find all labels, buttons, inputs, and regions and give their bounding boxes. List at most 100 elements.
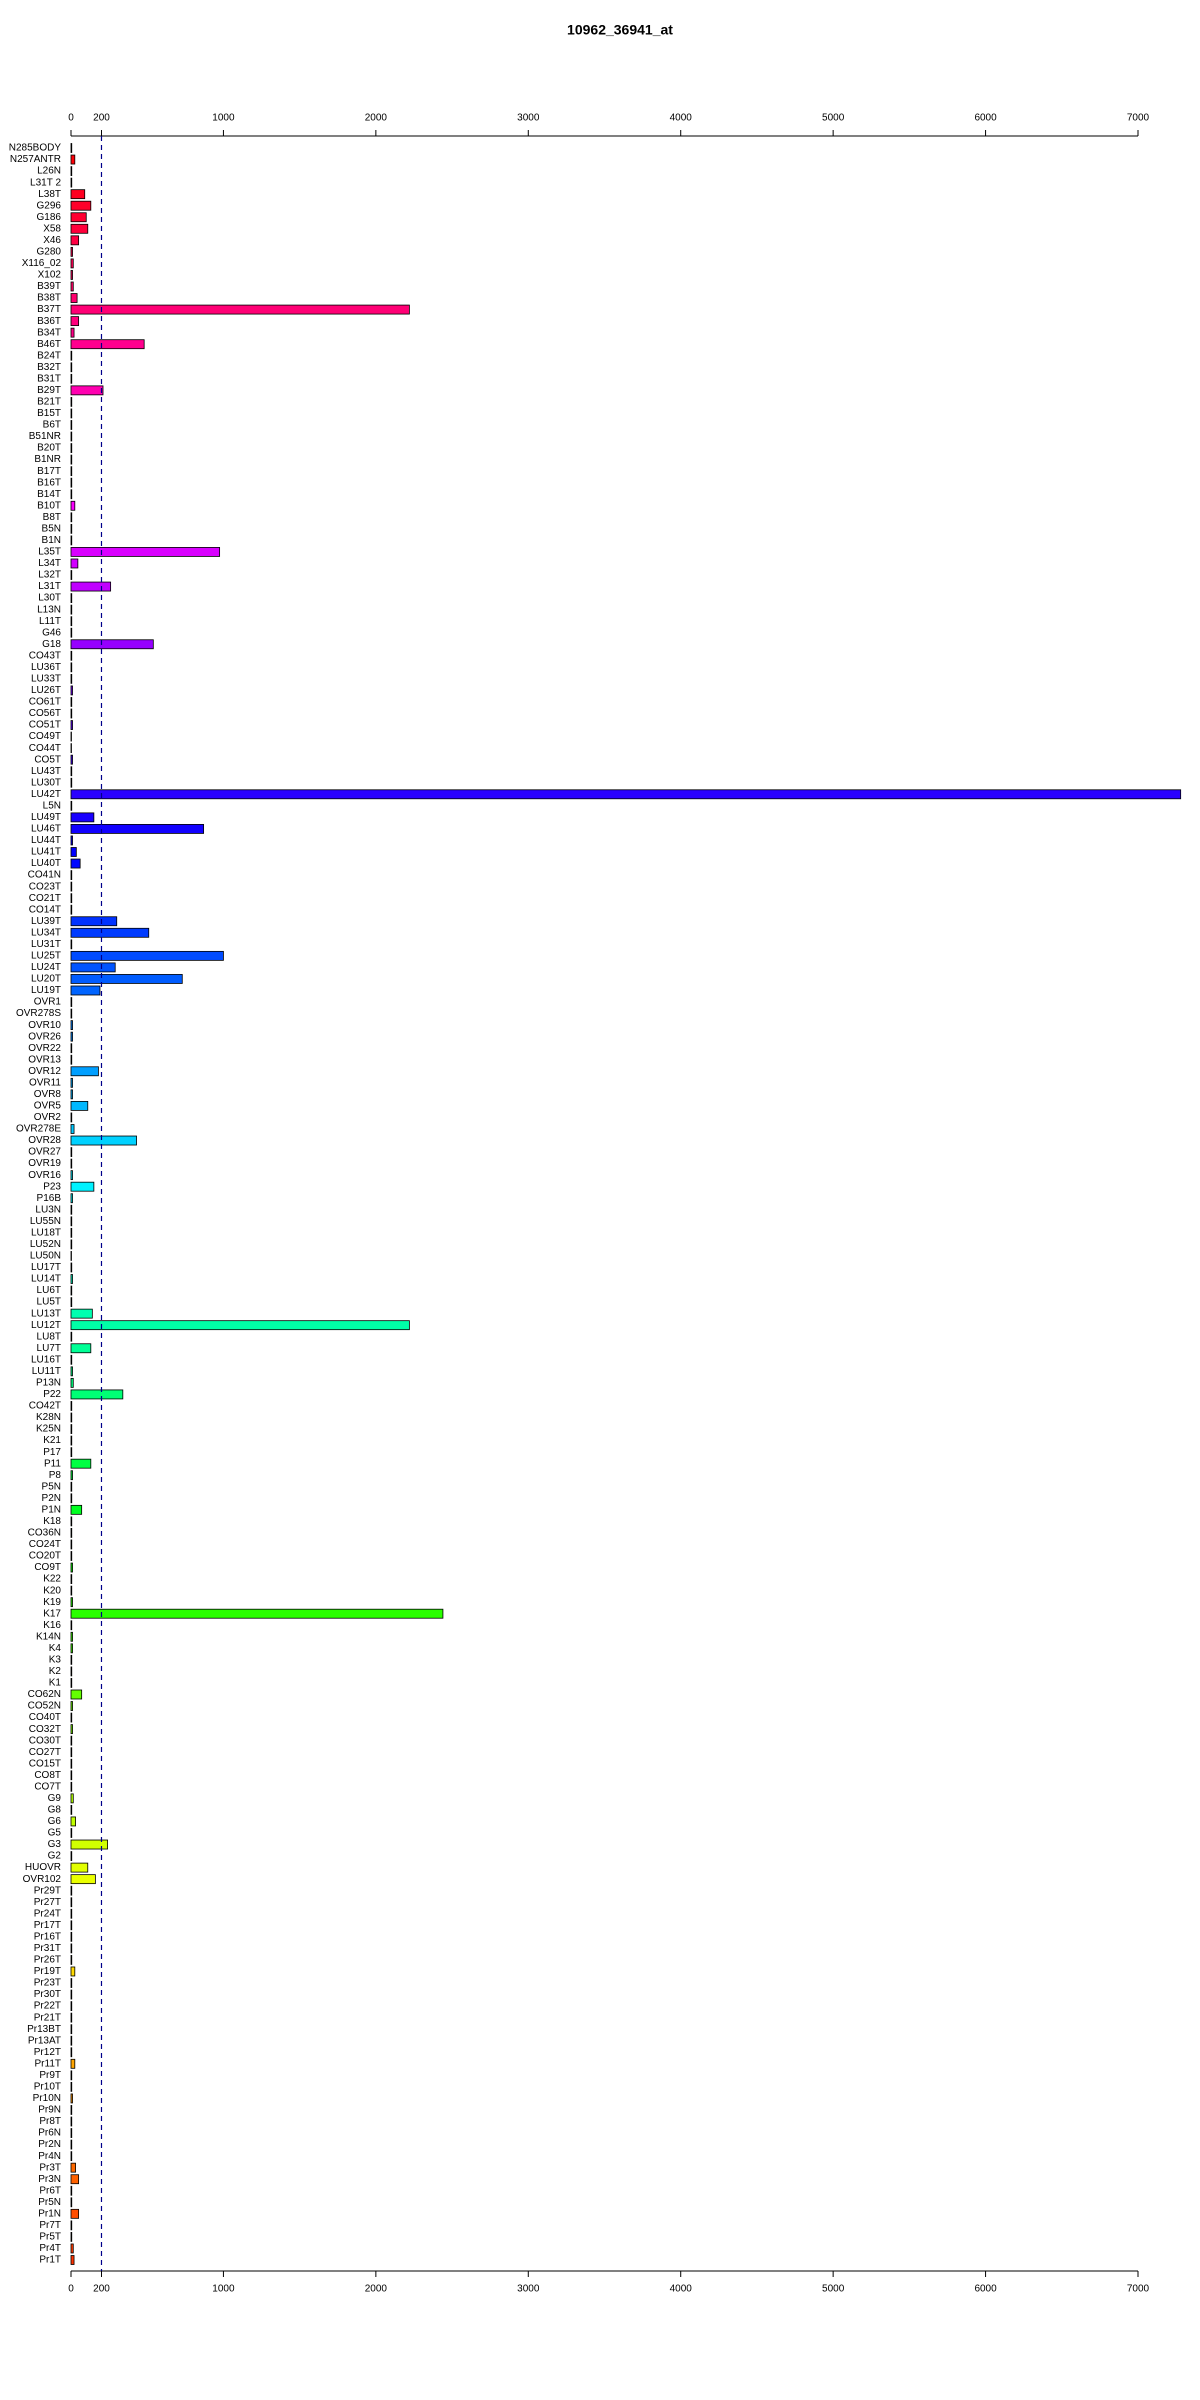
category-label: LU31T [31,939,61,950]
category-label: B10T [37,500,61,511]
bar [70,927,150,938]
category-label: K20 [43,1585,61,1596]
category-label: OVR102 [23,1874,62,1885]
bar [70,1735,73,1746]
bar [70,223,89,234]
bar [70,558,79,569]
category-label: K17 [43,1608,61,1619]
category-label: K4 [49,1643,62,1654]
category-label: K14N [36,1631,61,1642]
bar [70,1089,73,1100]
bar [70,431,73,442]
bar [70,2024,73,2035]
category-label: Pr10T [34,2082,61,2093]
bar [70,2093,73,2104]
bar [70,1401,73,1411]
bar [70,1135,137,1146]
category-label: LU41T [31,847,61,858]
bar [70,1874,96,1885]
category-label: L34T [38,558,61,569]
bar [70,754,73,765]
x-tick-label: 6000 [974,2284,997,2295]
x-tick-label: 7000 [1127,2284,1150,2295]
category-label: K1 [49,1678,62,1689]
category-label: LU46T [31,824,61,835]
category-label: OVR13 [28,1054,61,1065]
category-label: LU17T [31,1262,61,1273]
x-tick-label: 6000 [974,113,997,124]
bar [70,2255,75,2265]
category-label: LU26T [31,685,61,696]
bar [70,720,73,730]
chart-title: 10962_36941_at [567,22,673,38]
bar [70,2012,73,2023]
category-label: CO5T [34,754,61,765]
category-label: P16B [37,1193,62,1204]
bar [70,1770,73,1781]
category-label: LU3N [35,1204,61,1215]
category-label: CO21T [29,893,61,904]
category-label: CO40T [29,1712,61,1723]
category-label: LU34T [31,927,61,938]
bar [70,2070,73,2081]
category-label: Pr22T [34,2001,61,2012]
bar [70,1066,99,1077]
bar [70,477,73,488]
category-label: CO36N [28,1528,61,1539]
bar [70,258,74,269]
bar [70,293,78,303]
bar [70,1516,73,1527]
category-label: LU49T [31,812,61,823]
bar [70,1504,83,1515]
category-label: N285BODY [9,143,62,154]
bar [70,1851,73,1861]
category-label: LU5T [37,1297,61,1308]
bar [70,962,116,973]
category-label: L26N [37,166,61,177]
bar [70,1839,108,1850]
category-label: CO15T [29,1758,61,1769]
bar [70,1054,73,1065]
x-tick-label: 3000 [517,2284,540,2295]
bar [70,1204,73,1215]
bar [70,189,86,200]
category-label: G46 [42,627,61,638]
category-label: P13N [36,1378,61,1389]
bar [70,604,73,615]
bar [70,1297,73,1307]
bar [70,1712,73,1723]
category-label: LU25T [31,951,61,962]
bar [70,154,76,165]
bar [70,547,221,557]
category-label: B21T [37,397,61,408]
bar [70,870,73,880]
category-label: B5N [42,523,61,534]
category-label: CO52N [28,1701,61,1712]
bar [70,281,74,292]
bar [70,1285,73,1296]
category-label: P1N [42,1504,61,1515]
bar [70,1562,73,1573]
bar [70,373,73,384]
category-label: G2 [48,1851,62,1862]
bar [70,1539,73,1550]
bar [70,1020,73,1031]
category-label: CO7T [34,1781,61,1792]
category-label: CO27T [29,1747,61,1758]
category-label: CO24T [29,1539,61,1550]
bar [70,2162,76,2173]
bar [70,1043,73,1054]
bar [70,2047,73,2058]
x-tick-label: 1000 [212,2284,235,2295]
category-label: OVR27 [28,1147,61,1158]
bar [70,443,73,453]
bar [70,1147,73,1157]
category-label: B34T [37,327,61,338]
category-label: L32T [38,570,61,581]
bar [70,916,118,927]
bar [70,1724,73,1735]
bar [70,1354,73,1365]
bar [70,1597,73,1608]
category-label: Pr4N [38,2151,61,2162]
